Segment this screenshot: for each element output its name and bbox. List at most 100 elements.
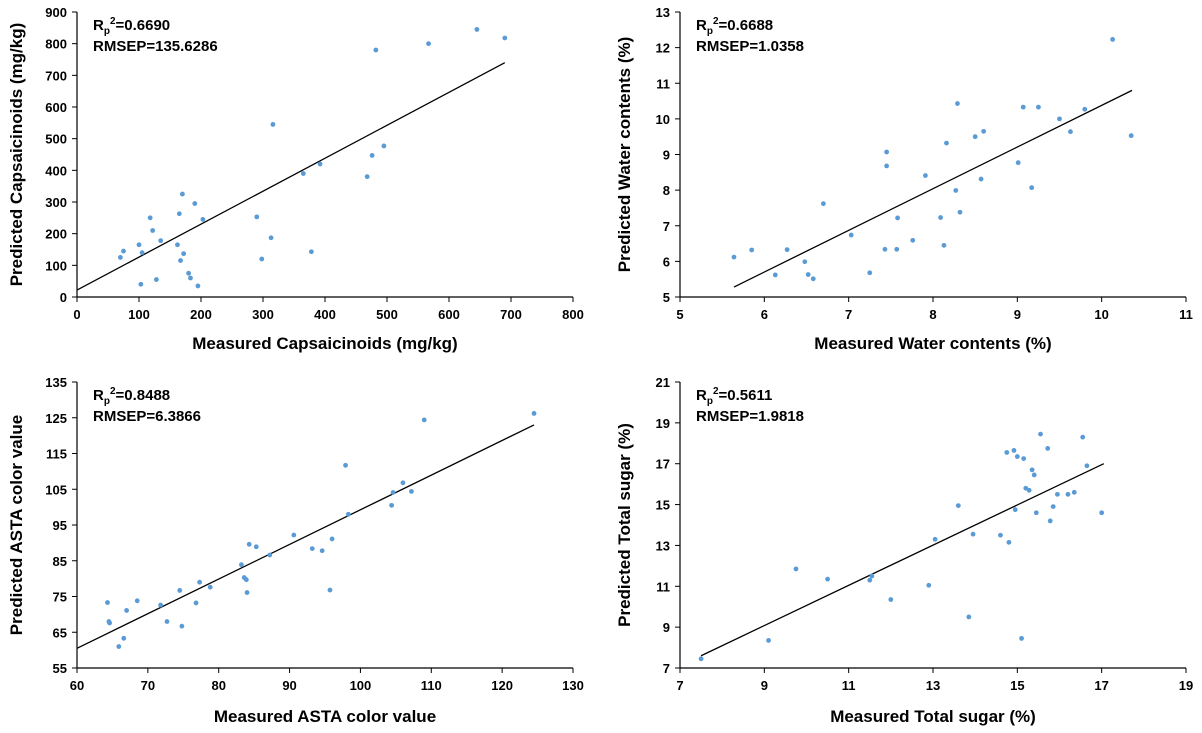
data-point [153, 277, 159, 282]
x-tick-label: 11 [1179, 307, 1193, 322]
y-tick-label: 600 [45, 100, 67, 115]
x-tick-label: 70 [141, 678, 155, 693]
y-tick-label: 100 [45, 258, 67, 273]
data-point [1071, 489, 1077, 495]
data-point [329, 536, 335, 542]
y-tick-label: 115 [46, 447, 67, 462]
y-tick-label: 11 [656, 76, 670, 91]
y-tick-label: 6 [663, 254, 670, 269]
r2-annotation: Rp2=0.6690 [93, 16, 170, 37]
y-tick-label: 8 [663, 183, 670, 198]
y-tick-label: 5 [663, 290, 670, 305]
data-point [319, 548, 325, 554]
data-point [923, 173, 928, 178]
data-point [181, 251, 187, 257]
data-point [243, 577, 249, 583]
data-point [749, 247, 755, 253]
data-point [825, 576, 830, 582]
data-point [926, 582, 932, 588]
x-tick-label: 80 [211, 678, 225, 693]
data-point [895, 215, 900, 221]
data-point [474, 27, 480, 32]
data-point [421, 417, 427, 423]
data-point [179, 623, 185, 629]
data-point [1054, 491, 1060, 497]
data-point [369, 153, 375, 158]
data-point [121, 635, 127, 641]
data-point [848, 232, 854, 238]
data-point [390, 490, 396, 495]
x-tick-label: 60 [70, 678, 84, 693]
y-tick-label: 400 [45, 163, 67, 178]
data-point [1128, 133, 1134, 139]
x-tick-label: 17 [1094, 678, 1108, 693]
data-point [978, 176, 984, 182]
data-point [207, 584, 213, 590]
data-point [121, 248, 126, 254]
x-tick-label: 15 [1010, 678, 1024, 693]
data-point [186, 270, 192, 276]
y-tick-label: 19 [656, 416, 670, 431]
data-point [193, 600, 199, 606]
data-point [1082, 106, 1088, 112]
data-point [327, 587, 333, 593]
r2-annotation: Rp2=0.8488 [93, 386, 170, 407]
rmsep-annotation: RMSEP=1.0358 [696, 38, 804, 55]
r2-annotation: Rp2=0.6688 [696, 16, 773, 37]
scatter-plot-2: 5 6 7 8 9 10 11 5 6 7 8 9 10 11 12 13 Measured Water con… [615, 5, 1193, 353]
r2-annotation: Rp2=0.5611 [696, 386, 772, 407]
data-point [955, 101, 960, 106]
data-point [502, 35, 508, 41]
data-point [107, 620, 112, 626]
x-tick-label: 110 [421, 678, 442, 693]
x-tick-label: 800 [562, 307, 584, 322]
data-point [270, 122, 276, 127]
data-point [134, 598, 140, 604]
data-point [894, 246, 900, 252]
data-point [820, 201, 826, 207]
x-tick-label: 7 [676, 678, 683, 693]
data-point [882, 246, 888, 252]
y-tick-label: 15 [656, 498, 670, 513]
y-tick-label: 17 [656, 457, 670, 472]
data-point [1015, 160, 1021, 166]
data-point [884, 149, 890, 155]
data-point [308, 249, 314, 255]
y-tick-label: 95 [53, 518, 67, 533]
x-tick-label: 6 [761, 307, 768, 322]
y-tick-label: 10 [656, 112, 670, 127]
data-point [805, 272, 811, 277]
y-tick-label: 13 [656, 538, 670, 553]
data-point [116, 644, 122, 649]
data-point [1011, 448, 1017, 453]
x-tick-label: 600 [438, 307, 460, 322]
data-point [867, 577, 873, 583]
y-axis-label: Predicted Total sugar (%) [615, 423, 634, 627]
y-tick-label: 0 [60, 290, 67, 305]
data-point [955, 503, 961, 508]
data-point [409, 488, 414, 494]
data-point [766, 638, 771, 643]
data-point [138, 281, 144, 287]
data-point [197, 579, 202, 585]
data-point [1004, 450, 1010, 455]
x-tick-label: 13 [926, 678, 940, 693]
data-point [802, 259, 808, 265]
x-tick-label: 100 [350, 678, 372, 693]
x-tick-label: 90 [282, 678, 296, 693]
data-point [1006, 539, 1012, 545]
data-point [1029, 185, 1035, 191]
rmsep-annotation: RMSEP=6.3866 [93, 408, 201, 425]
data-point [343, 462, 348, 468]
x-tick-label: 10 [1094, 307, 1108, 322]
y-tick-label: 800 [45, 37, 67, 52]
regression-line [733, 89, 1133, 288]
x-tick-label: 120 [491, 678, 513, 693]
y-tick-label: 135 [45, 375, 67, 390]
x-axis-label: Measured Capsaicinoids (mg/kg) [192, 334, 457, 353]
y-tick-label: 700 [45, 68, 67, 83]
y-tick-label: 9 [663, 148, 670, 163]
data-point [175, 242, 180, 248]
y-axis-label: Predicted Water contents (%) [615, 37, 634, 273]
data-point [300, 171, 306, 176]
